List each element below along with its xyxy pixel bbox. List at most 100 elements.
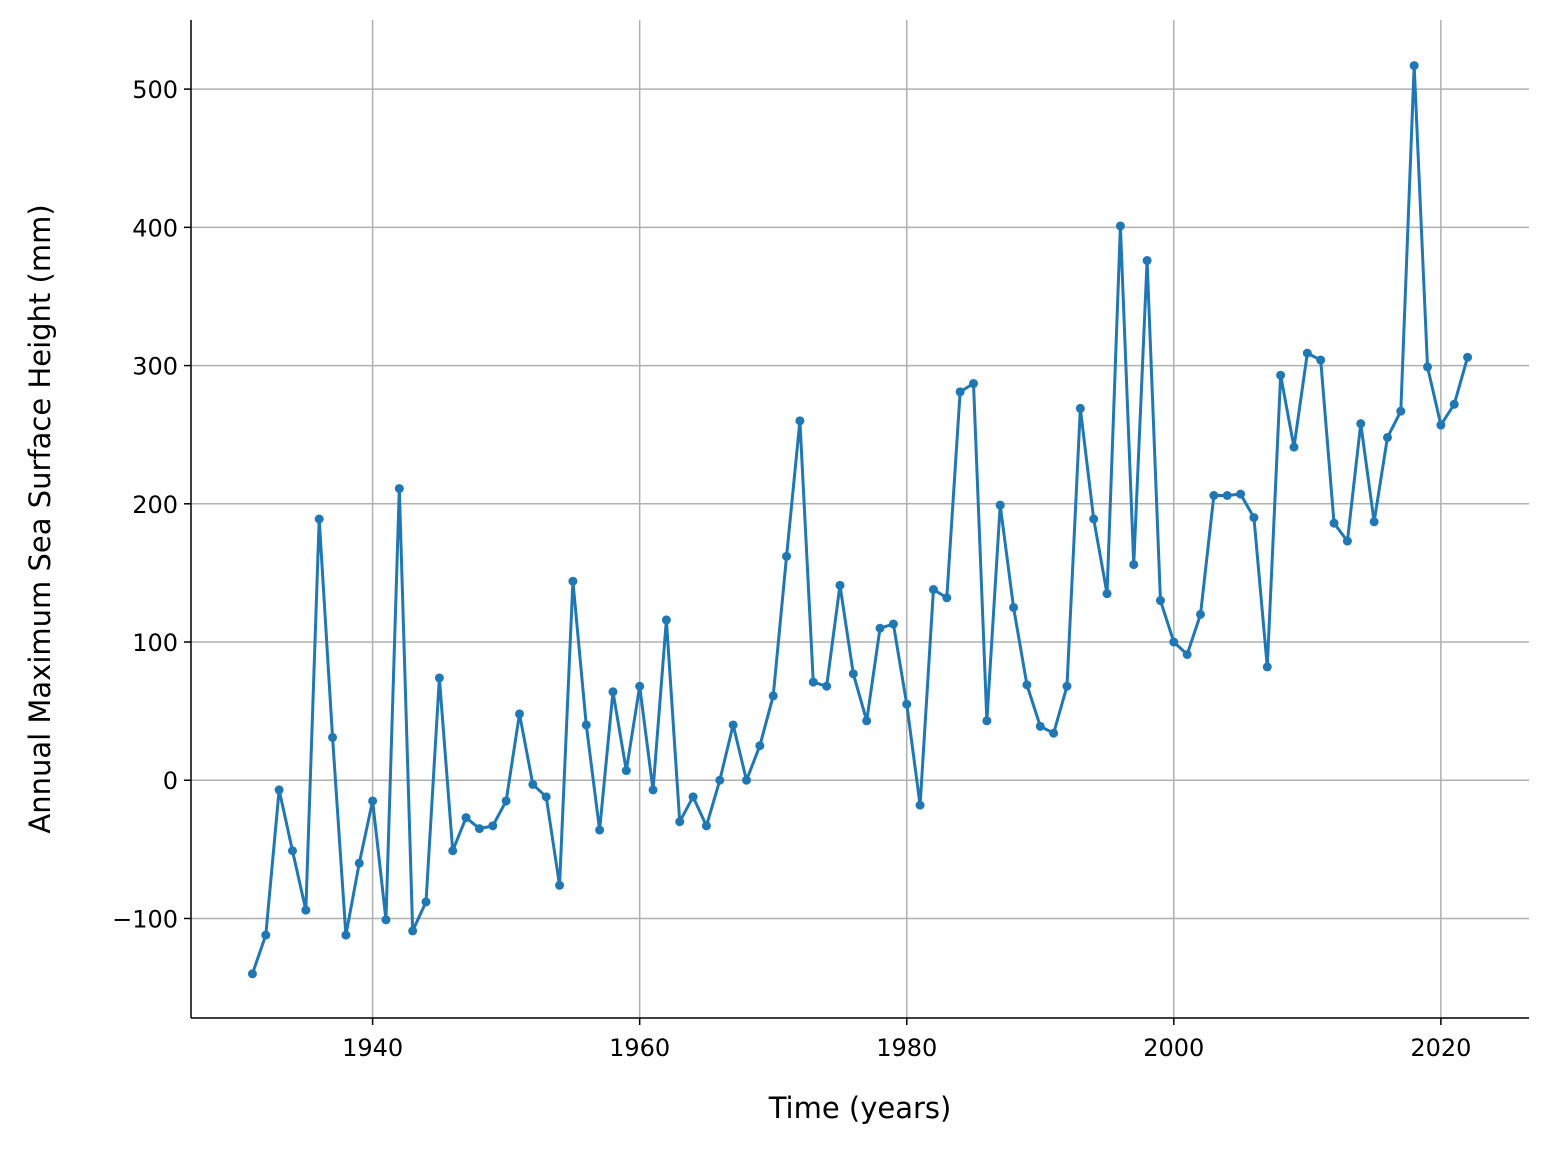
data-point: [1196, 609, 1206, 619]
data-point: [915, 800, 925, 810]
data-point: [1356, 419, 1366, 429]
data-point: [488, 821, 498, 831]
data-point: [942, 593, 952, 603]
data-point: [501, 796, 511, 806]
x-tick-label: 1940: [342, 1034, 403, 1062]
data-point: [875, 623, 885, 633]
y-tick-label: 300: [132, 353, 178, 381]
data-point: [701, 821, 711, 831]
data-point: [1302, 348, 1312, 358]
data-point: [995, 500, 1005, 510]
y-tick-label: 200: [132, 491, 178, 519]
data-point: [448, 846, 458, 856]
data-point: [1129, 560, 1139, 570]
data-point: [902, 699, 912, 709]
data-point: [595, 825, 605, 835]
data-line: [251, 65, 1470, 975]
data-point: [782, 551, 792, 561]
data-point: [528, 779, 538, 789]
data-point: [1316, 355, 1326, 365]
data-point: [955, 387, 965, 397]
data-point: [354, 858, 364, 868]
data-point: [928, 584, 938, 594]
x-tick-label: 2020: [1410, 1034, 1471, 1062]
data-point: [394, 484, 404, 494]
data-point: [1075, 403, 1085, 413]
data-point: [608, 687, 618, 697]
data-point: [368, 796, 378, 806]
x-tick-label: 1980: [876, 1034, 937, 1062]
data-point: [1382, 432, 1392, 442]
data-point: [1089, 514, 1099, 524]
y-tick-label: −100: [112, 905, 178, 933]
data-point: [741, 775, 751, 785]
data-point: [1369, 517, 1379, 527]
data-point: [648, 785, 658, 795]
data-point: [1236, 489, 1246, 499]
data-point: [1329, 518, 1339, 528]
data-point: [768, 691, 778, 701]
data-point: [1155, 596, 1165, 606]
data-point: [514, 709, 524, 719]
data-point: [1022, 680, 1032, 690]
data-point: [261, 930, 271, 940]
data-point: [1276, 370, 1286, 380]
data-point: [434, 673, 444, 683]
data-point: [555, 880, 565, 890]
data-point: [1262, 662, 1272, 672]
data-point: [835, 580, 845, 590]
data-point: [1222, 491, 1232, 501]
data-point: [1009, 602, 1019, 612]
data-point: [982, 716, 992, 726]
data-point: [1115, 221, 1125, 231]
data-point: [1102, 589, 1112, 599]
data-point: [1436, 420, 1446, 430]
data-point: [969, 379, 979, 389]
data-point: [287, 846, 297, 856]
data-point: [341, 930, 351, 940]
x-axis-label: Time (years): [768, 1091, 952, 1125]
y-tick-label: 500: [132, 76, 178, 104]
data-point: [661, 615, 671, 625]
data-point: [274, 785, 284, 795]
y-axis-label: Annual Maximum Sea Surface Height (mm): [23, 204, 57, 833]
data-point: [715, 775, 725, 785]
data-point: [1463, 352, 1473, 362]
data-point: [1049, 728, 1059, 738]
x-tick-label: 1960: [609, 1034, 670, 1062]
data-point: [541, 792, 551, 802]
data-point: [728, 720, 738, 730]
data-point: [1396, 406, 1406, 416]
data-point: [621, 766, 631, 776]
data-point: [408, 926, 418, 936]
data-point: [1423, 362, 1433, 372]
data-point: [328, 732, 338, 742]
data-point: [1169, 637, 1179, 647]
data-point: [688, 792, 698, 802]
data-point: [381, 915, 391, 925]
data-point: [247, 969, 257, 979]
data-point: [1035, 721, 1045, 731]
data-point: [1062, 681, 1072, 691]
data-point: [568, 576, 578, 586]
data-point: [1289, 442, 1299, 452]
y-tick-label: 400: [132, 214, 178, 242]
data-point: [1209, 491, 1219, 501]
data-point: [822, 681, 832, 691]
data-point: [314, 514, 324, 524]
data-point: [808, 677, 818, 687]
data-point: [1409, 61, 1419, 71]
data-point: [1449, 399, 1459, 409]
y-tick-label: 0: [163, 767, 178, 795]
data-point: [848, 669, 858, 679]
data-point: [421, 897, 431, 907]
y-tick-label: 100: [132, 629, 178, 657]
data-point: [635, 681, 645, 691]
data-point: [755, 741, 765, 751]
data-point: [1142, 256, 1152, 266]
data-point: [862, 716, 872, 726]
x-tick-label: 2000: [1143, 1034, 1204, 1062]
data-point: [1249, 513, 1259, 523]
data-point: [581, 720, 591, 730]
